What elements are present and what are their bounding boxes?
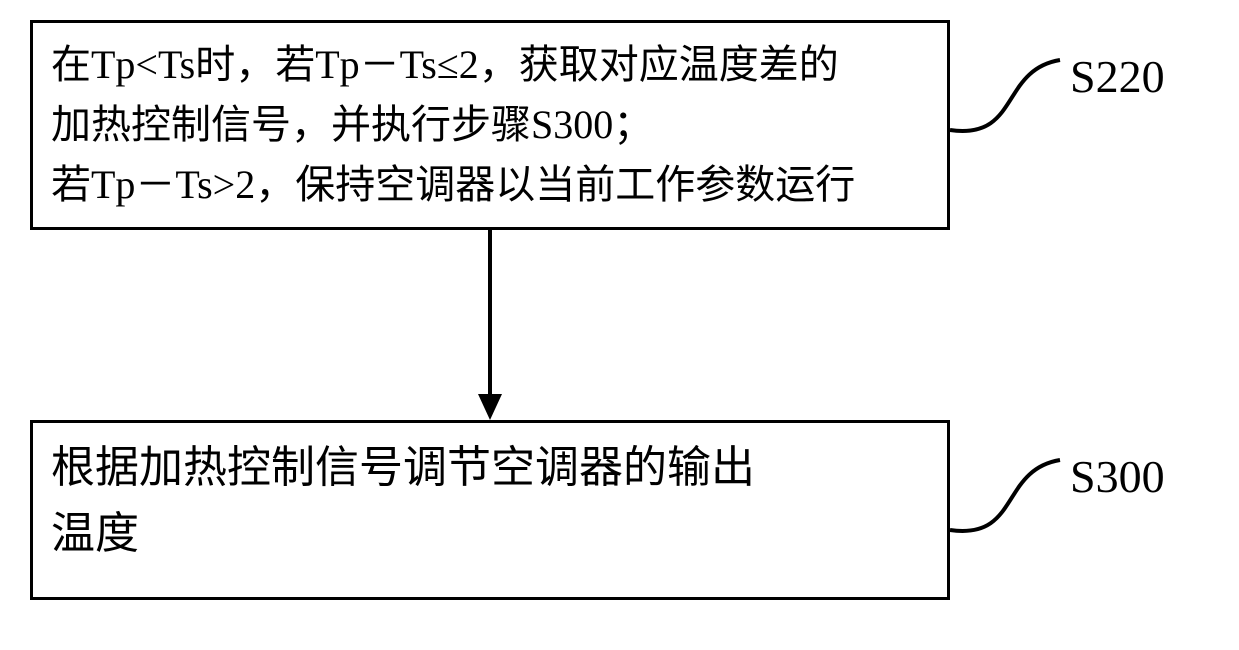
flow-arrow: [0, 0, 1239, 650]
